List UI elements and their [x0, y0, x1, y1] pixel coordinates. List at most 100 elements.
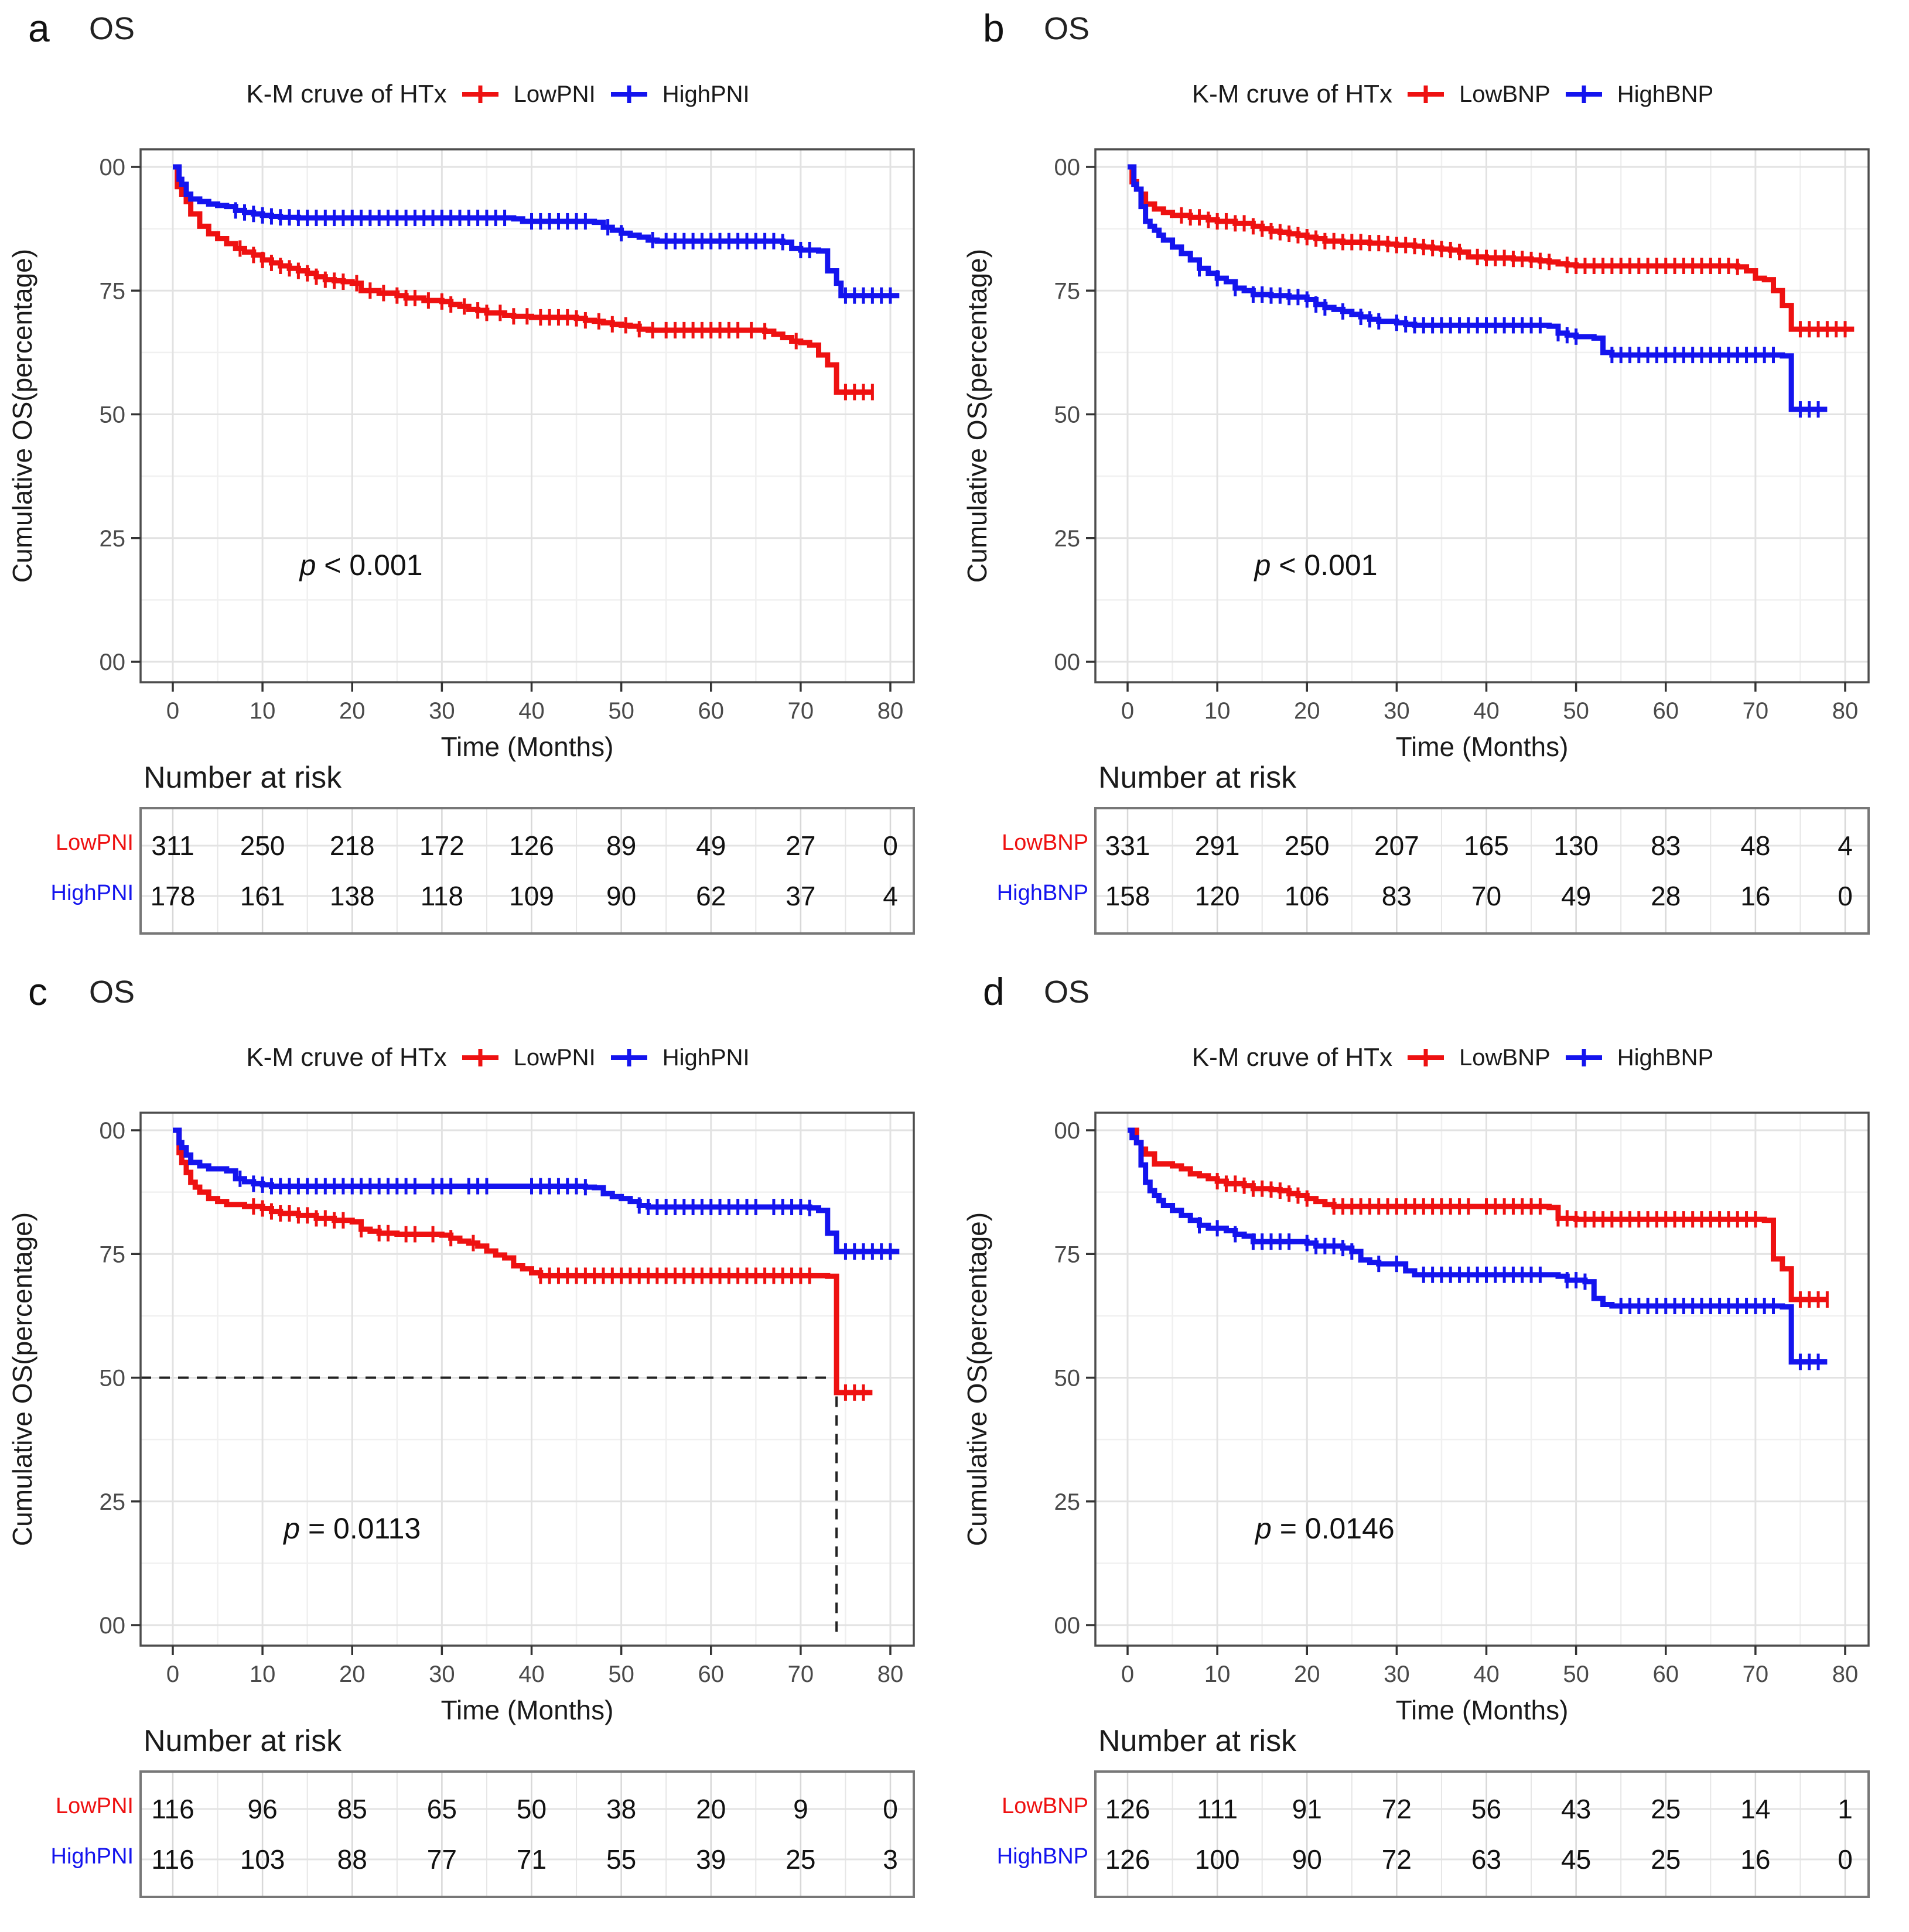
km-plot: 0 10 20 30 40 50 60 70 80 0.00 0.25 0.50 0.75 1.00 p <…: [100, 148, 915, 724]
risk-count: 88: [337, 1844, 367, 1875]
x-tick-label: 50: [608, 1661, 634, 1687]
risk-count: 4: [1838, 830, 1853, 861]
plot-border: [1094, 148, 1870, 683]
risk-count: 38: [606, 1794, 636, 1824]
risk-count: 25: [1651, 1844, 1681, 1875]
risk-table-title: Number at risk: [144, 1724, 342, 1758]
legend-label-high: HighBNP: [1617, 1044, 1714, 1071]
plot-border: [139, 148, 915, 683]
x-tick-label: 60: [1653, 1661, 1679, 1687]
legend: K-M cruve of HTx LowPNI HighPNI: [88, 1043, 908, 1072]
panel-a: a OS K-M cruve of HTx LowPNI HighPNI Cum…: [0, 0, 955, 972]
x-tick-label: 20: [1294, 698, 1320, 724]
km-curve-lowpni: [173, 1127, 873, 1396]
legend-key-icon: [610, 1049, 647, 1066]
y-tick-label: 0.00: [100, 1613, 125, 1639]
risk-count: 207: [1374, 830, 1419, 861]
x-tick-label: 20: [339, 698, 366, 724]
risk-count: 72: [1382, 1844, 1412, 1875]
legend-title: K-M cruve of HTx: [1191, 1043, 1393, 1072]
risk-count: 89: [606, 830, 636, 861]
risk-count: 45: [1561, 1844, 1591, 1875]
x-tick-label: 10: [1204, 1661, 1231, 1687]
y-tick-label: 0.00: [1054, 1613, 1080, 1639]
x-tick-label: 40: [518, 1661, 545, 1687]
risk-count: 70: [1471, 881, 1501, 911]
y-tick-label: 0.75: [1054, 1242, 1080, 1267]
km-curve-lowbnp: [1128, 164, 1855, 332]
y-tick-label: 0.50: [1054, 1366, 1080, 1391]
risk-count: 55: [606, 1844, 636, 1875]
risk-count: 16: [1740, 881, 1770, 911]
y-tick-label: 0.25: [1054, 1489, 1080, 1515]
x-tick-label: 30: [1384, 1661, 1410, 1687]
legend-key-icon: [462, 1049, 498, 1066]
panel-title: OS: [1044, 974, 1090, 1010]
x-tick-label: 70: [1743, 698, 1769, 724]
risk-count: 39: [696, 1844, 726, 1875]
y-tick-label: 0.25: [100, 1489, 125, 1515]
risk-count: 126: [1105, 1794, 1150, 1824]
risk-count: 72: [1382, 1794, 1412, 1824]
panel-d: d OS K-M cruve of HTx LowBNP HighBNP Cum…: [955, 963, 1909, 1932]
risk-count: 27: [786, 830, 815, 861]
risk-count: 0: [1838, 1844, 1853, 1875]
risk-count: 311: [151, 830, 194, 861]
risk-table: 126 111 91 72 56 43 25 14 1 126 100 90 72 63 45 25 16 0: [1094, 1770, 1870, 1898]
risk-row-label-low: LowBNP: [1002, 830, 1088, 855]
x-tick-label: 40: [518, 698, 545, 724]
risk-count: 28: [1651, 881, 1681, 911]
risk-count: 118: [421, 881, 463, 911]
x-tick-label: 0: [166, 698, 179, 724]
risk-table-bg: [141, 1772, 914, 1897]
risk-count: 3: [883, 1844, 898, 1875]
x-tick-label: 10: [250, 1661, 276, 1687]
y-tick-label: 0.75: [100, 278, 125, 304]
risk-count: 65: [427, 1794, 457, 1824]
risk-count: 25: [1651, 1794, 1681, 1824]
y-tick-label: 0.00: [100, 649, 125, 675]
panel-b: b OS K-M cruve of HTx LowBNP HighBNP Cum…: [955, 0, 1909, 972]
x-tick-label: 80: [1832, 1661, 1859, 1687]
legend-title: K-M cruve of HTx: [246, 80, 447, 108]
risk-table-border: [1094, 807, 1870, 935]
risk-count: 126: [1105, 1844, 1150, 1875]
risk-count: 138: [330, 881, 375, 911]
risk-count: 158: [1105, 881, 1150, 911]
risk-count: 77: [427, 1844, 457, 1875]
y-tick-label: 0.00: [1054, 649, 1080, 675]
risk-count: 126: [509, 830, 554, 861]
x-tick-label: 60: [1653, 698, 1679, 724]
x-tick-label: 60: [698, 1661, 725, 1687]
risk-count: 291: [1195, 830, 1240, 861]
km-plot: 0 10 20 30 40 50 60 70 80 0.00 0.25 0.50 0.75 1.00 p <…: [1054, 148, 1870, 724]
risk-table-bg: [141, 808, 914, 933]
legend-key-icon: [1408, 86, 1444, 103]
risk-count: 0: [883, 830, 898, 861]
risk-row-label-low: LowPNI: [55, 1794, 134, 1818]
legend-key-icon: [1565, 86, 1602, 103]
risk-count: 37: [786, 881, 815, 911]
y-axis-title: Cumulative OS(percentage): [962, 248, 992, 583]
risk-count: 71: [517, 1844, 547, 1875]
risk-count: 331: [1105, 830, 1150, 861]
x-axis-title: Time (Months): [440, 1695, 614, 1725]
risk-table-title: Number at risk: [1098, 761, 1297, 795]
risk-count: 63: [1471, 1844, 1501, 1875]
y-axis-title: Cumulative OS(percentage): [7, 248, 37, 583]
risk-count: 85: [337, 1794, 367, 1824]
panel-letter: c: [28, 970, 47, 1013]
risk-count: 62: [696, 881, 726, 911]
risk-count: 116: [151, 1794, 194, 1824]
risk-table-border: [139, 807, 915, 935]
risk-row-label-low: LowBNP: [1002, 1794, 1088, 1818]
risk-table: 311 250 218 172 126 89 49 27 0 178 161 138 118 109 90 6…: [139, 807, 915, 935]
x-tick-label: 0: [166, 1661, 179, 1687]
km-curve-highbnp: [1128, 1127, 1828, 1365]
legend-label-high: HighPNI: [662, 81, 750, 107]
legend-label-low: LowBNP: [1459, 1044, 1551, 1071]
x-tick-label: 40: [1473, 1661, 1500, 1687]
risk-table-bg: [1095, 808, 1869, 933]
risk-table-border: [1094, 1770, 1870, 1898]
